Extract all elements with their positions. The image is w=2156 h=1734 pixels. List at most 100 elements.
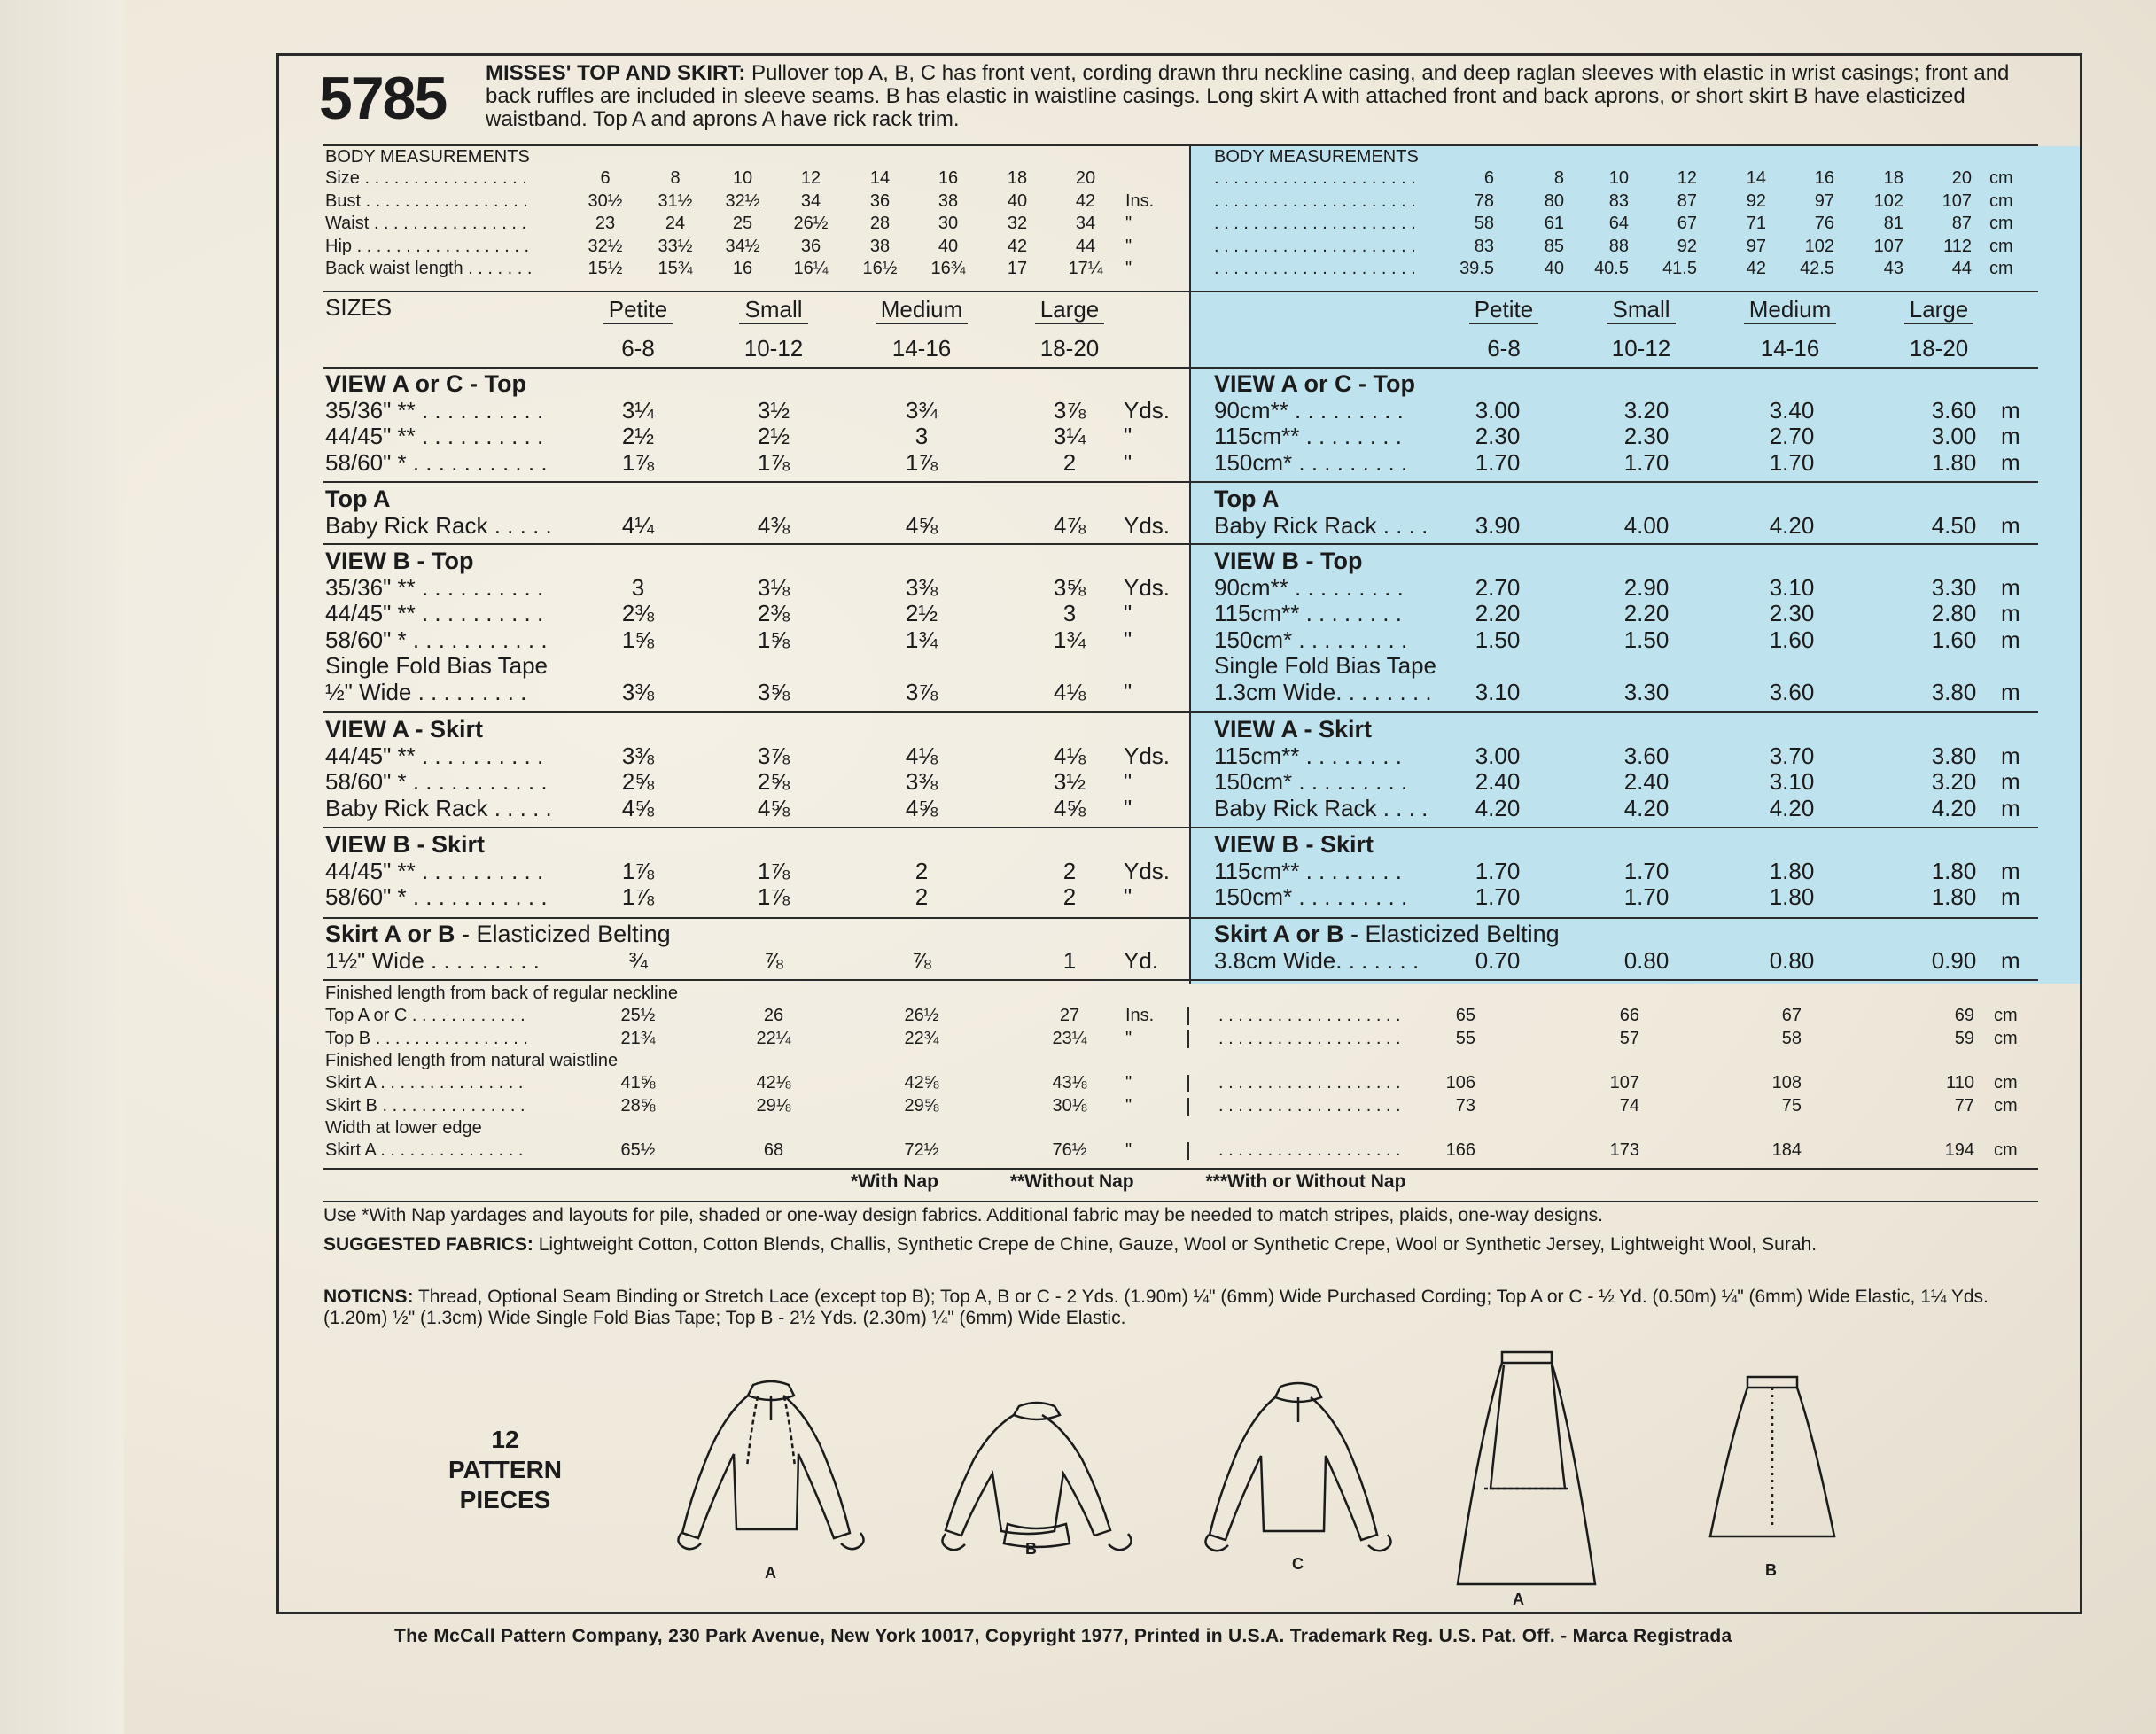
body-measurement-label-metric: . . . . . . . . . . . . . . . . . . . . …: [1214, 236, 1416, 256]
body-measurement-label-metric: . . . . . . . . . . . . . . . . . . . . …: [1214, 168, 1416, 188]
yardage-unit-metric: m: [2001, 678, 2020, 705]
yardage-value: ⅞: [912, 946, 931, 974]
body-measurement-value: 36: [869, 191, 891, 211]
body-measurement-value-metric: 83: [1608, 191, 1629, 211]
suggested-fabrics-text: Lightweight Cotton, Cotton Blends, Chall…: [533, 1234, 1817, 1255]
yardage-row-label: ½" Wide . . . . . . . . .: [325, 678, 527, 705]
center-divider: [1189, 146, 1191, 984]
finished-unit: ": [1125, 1095, 1132, 1116]
body-measurement-value-metric: 18: [1883, 168, 1903, 188]
yardage-section-title-text: VIEW B - Top: [325, 548, 474, 574]
yardage-section-title-metric-suffix: - Elasticized Belting: [1343, 921, 1560, 947]
yardage-value-metric: 4.20: [1769, 511, 1815, 539]
yardage-section-title-text: VIEW A - Skirt: [325, 716, 484, 743]
yardage-value-metric: 3.10: [1769, 768, 1815, 795]
yardage-value-metric: 1.70: [1623, 857, 1670, 884]
yardage-row-label-metric: 150cm* . . . . . . . . .: [1214, 768, 1408, 795]
finished-value-metric: 65: [1455, 1006, 1475, 1026]
yardage-unit: ": [1124, 794, 1132, 821]
yardage-unit-metric: m: [2001, 448, 2020, 476]
nap-note: Use *With Nap yardages and layouts for p…: [323, 1205, 1603, 1225]
yardage-value-metric: 4.50: [1931, 511, 1977, 539]
body-measurement-value: 12: [800, 168, 821, 188]
yardage-unit: ": [1124, 626, 1132, 653]
body-measurement-value-metric: 43: [1883, 259, 1903, 278]
yardage-unit-metric: m: [2001, 946, 2020, 974]
yardage-value-metric: 3.10: [1475, 678, 1521, 705]
size-name-text-metric: Small: [1607, 296, 1676, 324]
yardage-section-title-metric-text: VIEW B - Skirt: [1214, 831, 1374, 858]
view-b-skirt-illustration: [1708, 1375, 1836, 1538]
size-name-text: Petite: [603, 296, 673, 324]
finished-divider-tick: [1187, 1007, 1189, 1026]
yardage-unit: ": [1124, 448, 1132, 476]
nap-rule: [323, 1168, 2038, 1170]
yardage-row-label-metric: 115cm** . . . . . . . .: [1214, 600, 1402, 626]
yardage-value: 1¾: [1053, 626, 1086, 653]
yardage-value-metric: 3.80: [1931, 742, 1977, 769]
body-measurement-value: 28: [869, 214, 891, 233]
yardage-row-label: 1½" Wide . . . . . . . . .: [325, 946, 540, 974]
yardage-value-metric: 2.30: [1769, 600, 1815, 626]
finished-value: 26: [763, 1006, 784, 1026]
body-measurement-unit-metric: cm: [1989, 168, 2013, 188]
body-measurement-value-metric: 16: [1814, 168, 1834, 188]
finished-row-label: Skirt A . . . . . . . . . . . . . . .: [325, 1140, 524, 1161]
yardage-value-metric: 1.60: [1769, 626, 1815, 653]
size-name-text-metric: Medium: [1743, 296, 1837, 324]
body-measurement-value: 24: [665, 214, 686, 233]
body-measurement-value-metric: 107: [1942, 191, 1972, 211]
yardage-value: 1⅞: [905, 448, 938, 476]
yardage-value: 3¼: [1053, 423, 1086, 449]
yardage-value: 4⅞: [1053, 511, 1086, 539]
finished-value: 28⅝: [620, 1095, 656, 1116]
yardage-unit-metric: m: [2001, 423, 2020, 449]
yardage-value-metric: 3.20: [1623, 396, 1670, 424]
finished-value-metric: 55: [1455, 1028, 1475, 1048]
body-measurement-value: 8: [670, 168, 681, 188]
body-measurement-value: 15½: [588, 259, 623, 278]
yardage-unit-metric: m: [2001, 742, 2020, 769]
body-measurement-value: 33½: [658, 236, 693, 256]
yardage-value: 3⅜: [905, 768, 938, 795]
body-measurement-value-metric: 83: [1474, 236, 1494, 256]
body-measurements-heading: BODY MEASUREMENTS: [325, 147, 530, 167]
body-measurement-value: 36: [800, 236, 821, 256]
nap-legend: *With Nap **Without Nap ***With or Witho…: [851, 1171, 1472, 1193]
body-measurement-value: 6: [600, 168, 611, 188]
body-measurement-value-metric: 87: [1951, 214, 1972, 233]
body-measurement-value-metric: 20: [1951, 168, 1972, 188]
body-measurement-value-metric: 64: [1608, 214, 1629, 233]
view-label-b-skirt: B: [1765, 1561, 1777, 1579]
body-measurement-value: 34: [800, 191, 821, 211]
yardage-value: 3⅜: [621, 742, 655, 769]
top-a-rule: [323, 481, 2038, 483]
yardage-row-label-metric: 150cm* . . . . . . . . .: [1214, 448, 1408, 476]
finished-divider-tick: [1187, 1075, 1189, 1093]
finished-value: 42⅛: [756, 1073, 791, 1093]
yardage-value: 4⅝: [905, 794, 938, 821]
finished-value-metric: 184: [1771, 1140, 1802, 1161]
body-measurement-value-metric: 40: [1544, 259, 1564, 278]
body-measurement-value-metric: 44: [1951, 259, 1972, 278]
size-range-metric: 10-12: [1611, 335, 1671, 362]
finished-value-metric: 67: [1781, 1006, 1802, 1026]
yardage-value-metric: 2.20: [1475, 600, 1521, 626]
yardage-value-metric: 0.90: [1931, 946, 1977, 974]
size-name-metric: Petite: [1433, 296, 1575, 324]
yardage-value-metric: 3.60: [1931, 396, 1977, 424]
yardage-value: 2⅜: [757, 600, 790, 626]
body-measurement-value-metric: 97: [1814, 191, 1834, 211]
finished-value: 23¼: [1052, 1028, 1087, 1048]
finished-value: 26½: [904, 1006, 939, 1026]
yardage-value-metric: 1.80: [1769, 857, 1815, 884]
body-measurement-value: 30: [938, 214, 959, 233]
body-measurement-value-metric: 85: [1544, 236, 1564, 256]
yardage-unit-metric: m: [2001, 857, 2020, 884]
yardage-section-title: VIEW B - Top: [325, 548, 473, 575]
yardage-value: 1: [1062, 946, 1077, 974]
yardage-value-metric: 3.40: [1769, 396, 1815, 424]
body-measurement-value-metric: 76: [1814, 214, 1834, 233]
body-measurement-label-metric: . . . . . . . . . . . . . . . . . . . . …: [1214, 259, 1416, 278]
yardage-value: 1⅞: [621, 448, 655, 476]
